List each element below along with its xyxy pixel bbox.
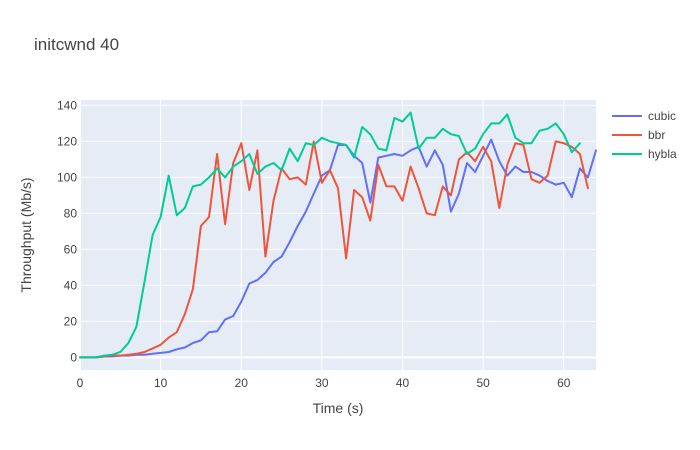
legend-label: cubic bbox=[648, 109, 676, 123]
legend-label: hybla bbox=[648, 147, 677, 161]
legend-label: bbr bbox=[648, 128, 665, 142]
x-tick-label: 0 bbox=[77, 376, 84, 390]
legend-item-cubic[interactable]: cubic bbox=[612, 109, 676, 123]
y-tick-label: 120 bbox=[57, 134, 77, 148]
x-tick-label: 20 bbox=[235, 376, 249, 390]
x-tick-label: 60 bbox=[557, 376, 571, 390]
x-tick-label: 50 bbox=[476, 376, 490, 390]
y-axis-ticks: 0 20 40 60 80 100 120 140 bbox=[57, 98, 77, 364]
series-line-hybla bbox=[79, 111, 581, 359]
x-tick-label: 30 bbox=[315, 376, 329, 390]
series-line-cubic bbox=[79, 138, 597, 359]
y-tick-label: 0 bbox=[70, 350, 77, 364]
y-tick-label: 60 bbox=[64, 242, 78, 256]
y-tick-label: 40 bbox=[64, 278, 78, 292]
chart-title: initcwnd 40 bbox=[34, 35, 119, 54]
gridlines bbox=[80, 100, 596, 370]
x-tick-label: 40 bbox=[396, 376, 410, 390]
y-axis-title: Throughput (Mb/s) bbox=[18, 177, 34, 292]
x-tick-label: 10 bbox=[154, 376, 168, 390]
zero-line bbox=[79, 100, 596, 370]
legend[interactable]: cubic bbr hybla bbox=[612, 109, 677, 161]
series-lines bbox=[79, 111, 597, 359]
x-axis-title: Time (s) bbox=[313, 400, 364, 416]
legend-item-hybla[interactable]: hybla bbox=[612, 147, 677, 161]
y-tick-label: 20 bbox=[64, 314, 78, 328]
legend-item-bbr[interactable]: bbr bbox=[612, 128, 665, 142]
y-tick-label: 100 bbox=[57, 170, 77, 184]
y-tick-label: 140 bbox=[57, 98, 77, 112]
x-axis-ticks: 0 10 20 30 40 50 60 bbox=[77, 376, 571, 390]
y-tick-label: 80 bbox=[64, 206, 78, 220]
series-line-bbr bbox=[79, 140, 589, 359]
